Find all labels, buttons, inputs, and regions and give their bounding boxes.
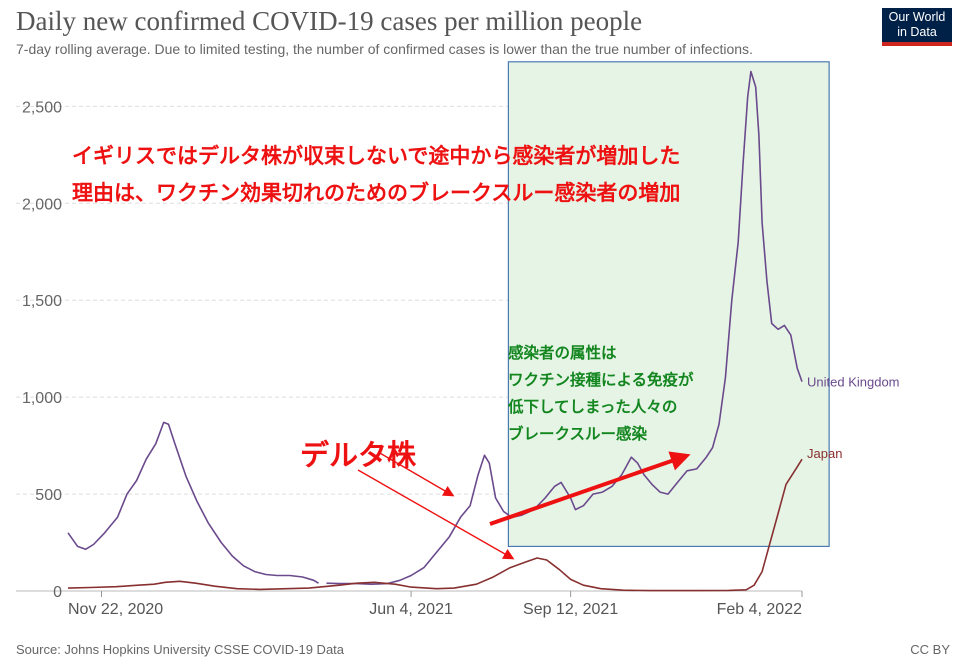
- owid-logo[interactable]: Our World in Data: [882, 8, 952, 46]
- y-tick-label: 2,500: [22, 99, 62, 116]
- delta-arrow-uk: [377, 451, 455, 497]
- annotation-green-line4: ブレークスルー感染: [508, 424, 648, 443]
- y-tick-label: 500: [35, 487, 62, 504]
- annotation-delta: デルタ株: [300, 438, 417, 472]
- chart-subtitle: 7-day rolling average. Due to limited te…: [16, 41, 753, 57]
- annotation-top-line2: 理由は、ワクチン効果切れのためのブレークスルー感染者の増加: [72, 181, 680, 205]
- annotation-arrows: [357, 451, 691, 560]
- x-tick-label: Jun 4, 2021: [369, 601, 453, 618]
- source-note[interactable]: Source: Johns Hopkins University CSSE CO…: [16, 642, 345, 657]
- logo-line2: in Data: [897, 25, 937, 39]
- x-tick-label: Nov 22, 2020: [68, 601, 163, 618]
- y-tick-label: 1,500: [22, 293, 62, 310]
- chart-title: Daily new confirmed COVID-19 cases per m…: [16, 6, 643, 36]
- japan-series-label[interactable]: Japan: [807, 446, 842, 461]
- license-note[interactable]: CC BY: [910, 642, 950, 657]
- y-tick-label: 2,000: [22, 196, 62, 213]
- delta-arrow-japan: [357, 469, 515, 560]
- annotation-green-line3: 低下してしまった人々の: [507, 397, 677, 416]
- line-chart: 0 500 1,000 1,500 2,000 2,500 Nov 22, 2020 Jun…: [16, 61, 900, 618]
- trend-arrow: [489, 451, 691, 526]
- x-axis: Nov 22, 2020 Jun 4, 2021 Sep 12, 2021 Feb 4…: [68, 591, 803, 618]
- annotation-top-line1: イギリスではデルタ株が収束しないで途中から感染者が増加した: [72, 144, 680, 168]
- y-tick-label: 1,000: [22, 390, 62, 407]
- y-tick-label: 0: [53, 584, 62, 601]
- annotation-green-line1: 感染者の属性は: [508, 343, 617, 362]
- uk-series-label[interactable]: United Kingdom: [807, 375, 900, 390]
- x-tick-label: Feb 4, 2022: [717, 601, 803, 618]
- x-tick-label: Sep 12, 2021: [523, 601, 618, 618]
- y-axis: 0 500 1,000 1,500 2,000 2,500: [22, 99, 62, 601]
- annotation-green-line2: ワクチン接種による免疫が: [508, 370, 694, 389]
- highlight-region: [507, 61, 830, 548]
- japan-series-line[interactable]: [67, 458, 803, 592]
- logo-line1: Our World: [888, 10, 946, 24]
